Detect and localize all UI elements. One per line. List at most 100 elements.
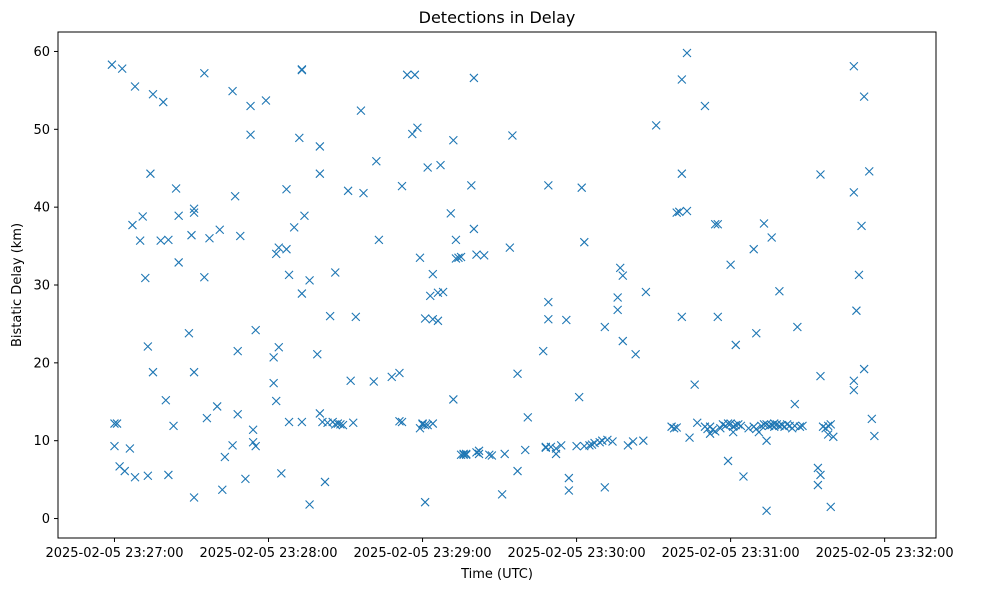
data-point-marker (500, 449, 510, 459)
data-point-marker (402, 70, 412, 80)
data-point-marker (187, 230, 196, 240)
data-point-marker (320, 477, 330, 487)
data-point-marker (212, 402, 222, 411)
data-point-marker (600, 322, 610, 332)
data-point-marker (369, 377, 379, 386)
data-point-marker (561, 315, 571, 325)
data-point-marker (117, 64, 127, 73)
data-point-marker (351, 312, 361, 322)
data-point-marker (579, 237, 589, 247)
data-point-marker (608, 437, 617, 446)
chart-title: Detections in Delay (419, 8, 576, 27)
data-point-marker (762, 506, 771, 516)
data-point-marker (297, 65, 307, 75)
data-point-marker (189, 367, 199, 377)
data-point-marker (135, 236, 145, 246)
data-point-marker (859, 92, 869, 102)
data-point-marker (685, 433, 694, 442)
data-point-marker (248, 425, 258, 435)
data-point-marker (798, 421, 807, 431)
data-point-marker (140, 273, 150, 283)
data-point-marker (849, 376, 859, 386)
data-point-marker (708, 425, 718, 435)
data-point-marker (428, 419, 438, 428)
data-point-marker (795, 422, 805, 432)
data-point-marker (461, 450, 471, 460)
data-point-marker (669, 423, 679, 433)
data-point-marker (233, 346, 243, 356)
data-point-marker (751, 328, 761, 338)
data-point-marker (297, 289, 307, 298)
data-point-marker (538, 346, 548, 356)
data-point-marker (456, 252, 466, 262)
data-point-marker (420, 314, 430, 323)
data-point-marker (315, 169, 325, 179)
data-point-marker (469, 224, 479, 234)
data-point-marker (849, 385, 859, 395)
data-point-marker (577, 183, 587, 193)
data-point-marker (315, 409, 325, 418)
data-point-marker (682, 206, 692, 216)
data-point-marker (282, 244, 291, 254)
data-point-marker (710, 219, 720, 229)
data-point-marker (235, 231, 245, 241)
data-point-marker (269, 378, 279, 388)
data-point-marker (816, 170, 825, 179)
data-point-marker (407, 129, 417, 139)
data-point-marker (271, 396, 281, 406)
data-point-marker (739, 472, 748, 481)
data-point-marker (631, 349, 641, 359)
data-point-marker (859, 364, 869, 374)
data-point-marker (156, 236, 166, 246)
data-point-marker (461, 449, 471, 459)
data-point-marker (241, 474, 250, 484)
data-point-marker (731, 340, 741, 350)
data-point-marker (823, 430, 833, 439)
data-point-marker (220, 452, 230, 462)
data-point-marker (520, 445, 530, 455)
data-point-marker (199, 68, 209, 78)
data-point-marker (161, 395, 171, 405)
data-point-marker (428, 314, 438, 324)
data-point-marker (230, 191, 240, 201)
data-point-marker (448, 395, 458, 404)
data-point-marker (274, 243, 284, 253)
data-point-marker (330, 268, 340, 277)
data-point-marker (174, 258, 184, 267)
data-point-marker (623, 440, 633, 450)
data-point-marker (148, 89, 158, 99)
data-point-marker (128, 220, 137, 230)
data-point-marker (813, 480, 823, 490)
data-point-marker (174, 211, 184, 221)
data-point-marker (487, 451, 497, 460)
x-axis-ticks: 2025-02-05 23:27:00 2025-02-05 23:28:00 20… (45, 538, 954, 561)
data-point-marker (546, 442, 556, 452)
data-point-marker (638, 436, 648, 446)
data-point-marker (395, 368, 404, 378)
data-point-marker (505, 243, 515, 253)
data-point-marker (857, 221, 866, 231)
data-point-marker (759, 419, 769, 429)
data-point-marker (723, 456, 733, 466)
data-point-marker (184, 328, 194, 338)
data-point-marker (479, 251, 489, 260)
data-point-marker (618, 336, 628, 346)
data-point-marker (251, 325, 261, 335)
data-point-marker (294, 133, 304, 143)
data-point-marker (651, 121, 661, 130)
data-point-marker (246, 101, 255, 111)
data-point-marker (749, 244, 759, 254)
data-point-marker (677, 75, 687, 84)
data-point-marker (315, 142, 325, 151)
data-point-marker (433, 316, 443, 326)
data-point-marker (413, 123, 422, 133)
data-point-marker (813, 463, 823, 473)
y-tick-label: 20 (33, 356, 50, 371)
data-point-marker (454, 253, 463, 263)
data-point-marker (143, 342, 153, 351)
data-point-marker (112, 419, 122, 428)
data-point-marker (107, 60, 117, 70)
data-point-marker (305, 500, 314, 509)
data-point-marker (823, 421, 833, 431)
data-point-marker (451, 235, 461, 245)
